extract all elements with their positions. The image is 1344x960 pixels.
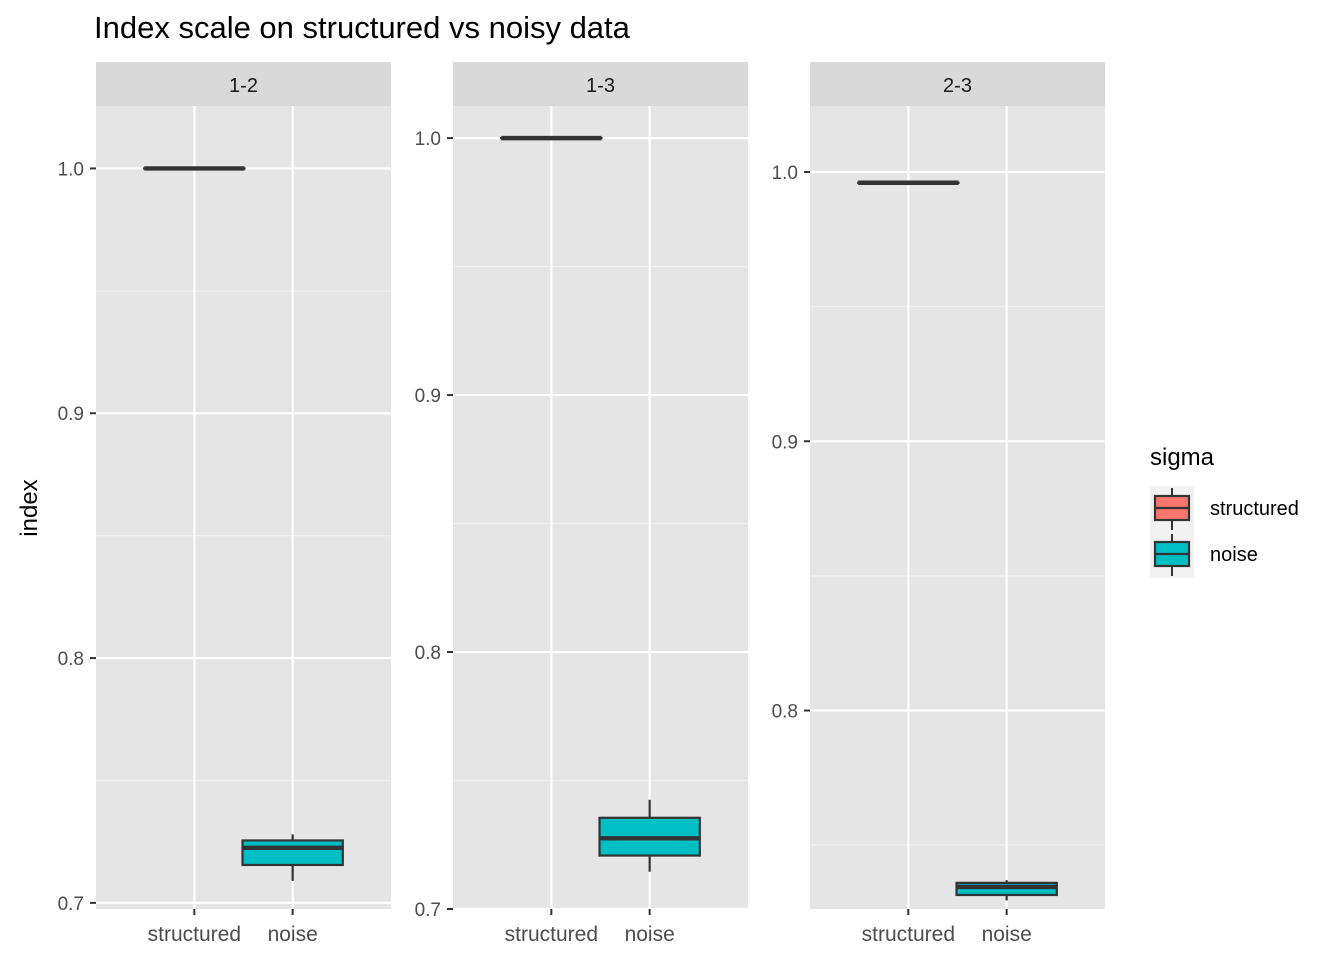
boxplot-noise [955,880,1058,901]
x-tick-label: structured [148,923,241,946]
x-tick-label: noise [982,923,1032,946]
y-tick-label: 0.9 [58,404,84,425]
y-tick-label: 0.7 [58,894,84,915]
legend-key-noise [1150,532,1194,578]
y-tick-label: 0.8 [415,643,441,664]
y-tick-label: 0.9 [772,432,798,453]
x-tick-label: structured [862,923,955,946]
facet-strip [453,62,748,106]
panel-background [96,106,391,909]
panel-background [453,106,748,909]
boxplot-noise [241,834,344,881]
facet-strip [96,62,391,106]
boxplot-noise [598,799,701,872]
facet-strip-label: 1-2 [229,75,258,97]
panel-background [810,106,1105,909]
facet-panel-1-2: 0.7 0.8 0.9 1.0 structured noise 1-2 [58,62,391,946]
y-tick-label: 0.9 [415,386,441,407]
y-tick-label: 0.8 [772,702,798,723]
facet-panels: 0.7 0.8 0.9 1.0 structured noise 1-2 0.7 0.8 0.9 1… [58,62,1105,946]
legend-label: structured [1210,498,1299,520]
x-tick-label: noise [268,923,318,946]
y-axis-label: index [16,479,43,536]
legend: sigma structured noise [1150,444,1299,578]
chart-title: Index scale on structured vs noisy data [94,10,631,45]
y-tick-label: 1.0 [58,159,84,180]
y-tick-label: 0.8 [58,649,84,670]
facet-strip-label: 2-3 [943,75,972,97]
y-tick-label: 1.0 [772,163,798,184]
facet-strip [810,62,1105,106]
facet-panel-1-3: 0.7 0.8 0.9 1.0 structured noise 1-3 [415,62,748,946]
box-iqr [241,839,344,867]
legend-title: sigma [1150,444,1215,471]
facet-panel-2-3: 0.8 0.9 1.0 structured noise 2-3 [772,62,1105,946]
legend-key-structured [1150,486,1194,532]
legend-label: noise [1210,544,1258,566]
x-tick-label: noise [625,923,675,946]
facet-strip-label: 1-3 [586,75,615,97]
y-tick-label: 0.7 [415,900,441,921]
y-tick-label: 1.0 [415,129,441,150]
x-tick-label: structured [505,923,598,946]
